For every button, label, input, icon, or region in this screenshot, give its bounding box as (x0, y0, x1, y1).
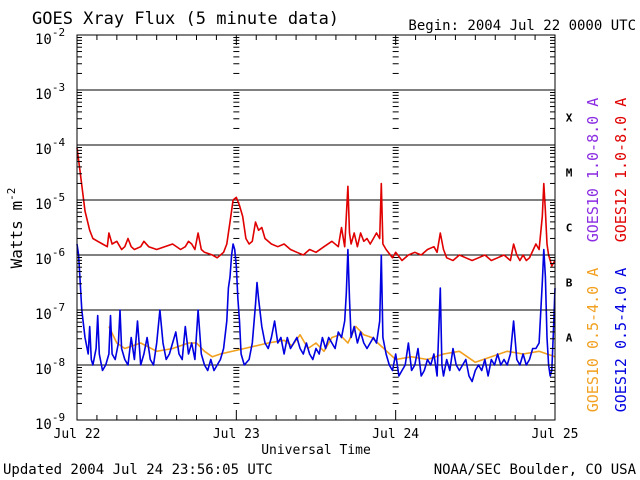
series-line (76, 147, 556, 267)
legend-entry: GOES10 1.0-8.0 A (584, 98, 602, 243)
x-tick-label: Jul 22 (54, 427, 101, 442)
y-axis-label-main: Watts m (7, 201, 26, 268)
y-tick-label: 10-4 (35, 136, 65, 158)
footer-source: NOAA/SEC Boulder, CO USA (434, 462, 637, 478)
x-axis-ticks: Jul 22 Jul 23 Jul 24 Jul 25 (54, 35, 579, 442)
flare-class-label: M (566, 167, 573, 180)
y-tick-label: 10-2 (35, 26, 65, 48)
flare-class-labels: X M C B A (566, 112, 573, 345)
legend: GOES10 1.0-8.0 A GOES12 1.0-8.0 A GOES10 0… (584, 98, 630, 413)
x-tick-label: Jul 25 (532, 427, 579, 442)
y-axis-label-exp: -2 (5, 188, 18, 201)
legend-entry: GOES12 1.0-8.0 A (612, 98, 630, 243)
y-tick-label: 10-6 (35, 246, 65, 268)
legend-entry: GOES12 0.5-4.0 A (612, 268, 630, 413)
y-tick-label: 10-9 (35, 411, 65, 433)
y-axis-ticks: 10-2 10-3 10-4 10-5 10-6 10-7 10-8 10-9 (35, 26, 555, 433)
y-tick-label: 10-5 (35, 191, 65, 213)
series-layer (76, 147, 556, 383)
begin-label: Begin: 2004 Jul 22 0000 UTC (408, 18, 636, 34)
x-axis-label: Universal Time (261, 443, 371, 458)
y-tick-label: 10-8 (35, 356, 65, 378)
flare-class-label: X (566, 112, 573, 125)
flare-class-label: B (566, 277, 573, 290)
y-tick-label: 10-7 (35, 301, 65, 323)
day-divider-ticks (233, 37, 399, 421)
footer-updated: Updated 2004 Jul 24 23:56:05 UTC (3, 462, 273, 478)
legend-entry: GOES10 0.5-4.0 A (584, 268, 602, 413)
x-tick-label: Jul 24 (372, 427, 419, 442)
horizontal-gridlines (77, 89, 555, 366)
y-axis-label: Watts m-2 (5, 188, 26, 269)
y-tick-label: 10-3 (35, 81, 65, 103)
x-tick-label: Jul 23 (213, 427, 260, 442)
flare-class-label: A (566, 332, 573, 345)
series-line (76, 243, 556, 383)
chart-title: GOES Xray Flux (5 minute data) (32, 9, 339, 29)
flare-class-label: C (566, 222, 573, 235)
